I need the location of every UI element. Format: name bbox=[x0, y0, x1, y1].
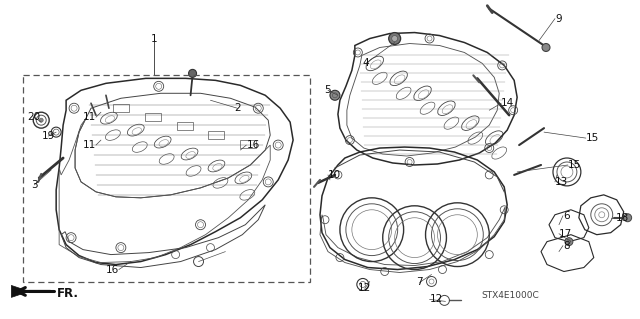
Text: 10: 10 bbox=[328, 170, 341, 180]
Text: 12: 12 bbox=[358, 284, 371, 293]
Circle shape bbox=[623, 214, 632, 222]
Text: 3: 3 bbox=[31, 180, 38, 190]
Text: FR.: FR. bbox=[57, 287, 79, 300]
Text: 6: 6 bbox=[563, 211, 570, 221]
Text: 1: 1 bbox=[150, 33, 157, 43]
Text: 12: 12 bbox=[429, 294, 443, 304]
Text: 13: 13 bbox=[555, 177, 568, 187]
Text: 14: 14 bbox=[501, 98, 515, 108]
Text: 7: 7 bbox=[416, 278, 423, 287]
Text: 19: 19 bbox=[42, 131, 55, 141]
Text: 2: 2 bbox=[234, 103, 241, 113]
Text: 11: 11 bbox=[83, 112, 96, 122]
Text: 20: 20 bbox=[28, 112, 41, 122]
Polygon shape bbox=[12, 286, 29, 297]
Text: STX4E1000C: STX4E1000C bbox=[481, 291, 539, 300]
Circle shape bbox=[189, 70, 196, 78]
Circle shape bbox=[565, 238, 573, 246]
Bar bbox=[23, 75, 310, 282]
Circle shape bbox=[330, 90, 340, 100]
Text: 8: 8 bbox=[563, 241, 570, 251]
Text: 17: 17 bbox=[559, 229, 572, 239]
Circle shape bbox=[388, 33, 401, 45]
Circle shape bbox=[392, 35, 397, 41]
Text: 16: 16 bbox=[106, 264, 119, 275]
Text: 15: 15 bbox=[586, 133, 599, 143]
Text: 4: 4 bbox=[363, 58, 369, 68]
Circle shape bbox=[39, 118, 44, 122]
Text: 11: 11 bbox=[83, 140, 96, 150]
Text: 9: 9 bbox=[555, 14, 561, 24]
Text: 18: 18 bbox=[616, 213, 629, 223]
Circle shape bbox=[542, 43, 550, 51]
Text: 16: 16 bbox=[246, 140, 260, 150]
Text: 5: 5 bbox=[324, 85, 332, 95]
Text: 15: 15 bbox=[568, 160, 581, 170]
